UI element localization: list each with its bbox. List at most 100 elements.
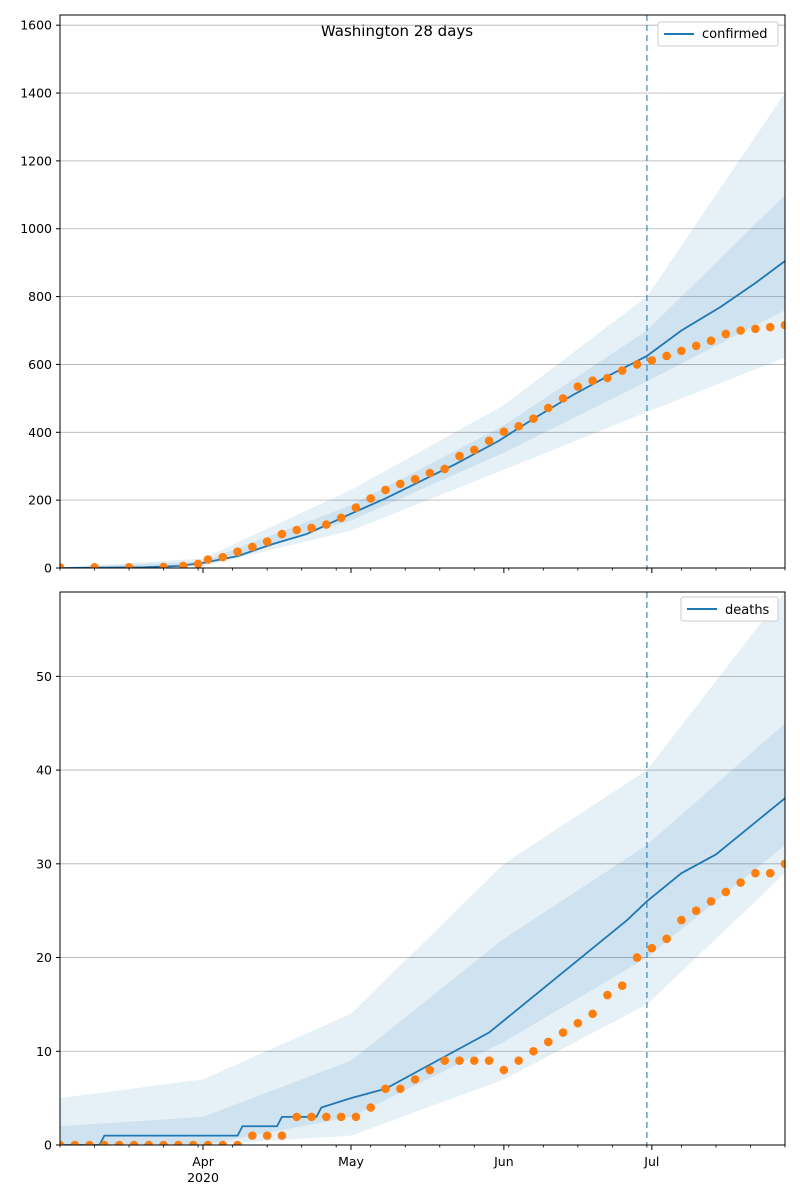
- y-tick-label: 50: [36, 669, 52, 684]
- y-tick-label: 1400: [20, 86, 52, 101]
- data-point: [277, 1131, 287, 1140]
- data-point: [721, 887, 731, 897]
- deaths-panel: 0 10 20 30 40 50 Apr May Jun Jul 2020 deaths: [36, 591, 786, 1185]
- data-point: [218, 1140, 228, 1145]
- data-point: [70, 1140, 80, 1145]
- data-point: [322, 1112, 331, 1122]
- y-tick-label: 40: [36, 763, 52, 778]
- data-point: [381, 1084, 390, 1094]
- data-point: [558, 1028, 568, 1037]
- data-point: [573, 1018, 583, 1028]
- confirmed-outer-band: [60, 93, 785, 568]
- data-point: [307, 523, 316, 533]
- y-tick-label: 400: [28, 425, 52, 440]
- y-tick-label: 800: [28, 289, 52, 304]
- data-point: [484, 436, 494, 446]
- data-point: [351, 1112, 361, 1122]
- legend-box: [657, 21, 779, 47]
- data-point: [677, 346, 686, 356]
- data-point: [440, 464, 449, 474]
- data-point: [514, 1056, 523, 1065]
- data-point: [381, 485, 390, 495]
- data-point: [248, 542, 257, 552]
- data-point: [90, 563, 99, 568]
- legend-label: deaths: [725, 603, 770, 618]
- x-tick-label: Jul: [643, 1154, 659, 1169]
- y-tick-label: 20: [36, 950, 52, 965]
- data-point: [193, 559, 203, 568]
- data-point: [233, 1140, 242, 1145]
- data-point: [262, 1131, 272, 1140]
- legend-deaths: deaths: [680, 596, 779, 622]
- data-point: [60, 563, 65, 568]
- data-point: [60, 1140, 65, 1145]
- data-point: [396, 479, 405, 489]
- legend-confirmed: confirmed: [657, 21, 779, 47]
- data-point: [706, 897, 716, 906]
- data-point: [617, 366, 627, 375]
- data-point: [543, 1037, 553, 1047]
- data-point: [277, 529, 287, 539]
- data-point: [765, 868, 775, 878]
- y-tick-label: 1000: [20, 221, 52, 236]
- data-point: [336, 1112, 346, 1122]
- data-point: [248, 1131, 257, 1140]
- data-point: [292, 1112, 302, 1122]
- data-point: [425, 1065, 435, 1075]
- y-tick-label: 600: [28, 357, 52, 372]
- data-point: [721, 329, 731, 339]
- deaths-inner-band: [60, 723, 785, 1145]
- data-point: [514, 421, 523, 431]
- data-point: [647, 943, 657, 953]
- data-point: [558, 394, 568, 403]
- axes-frame: [59, 14, 786, 569]
- data-point: [159, 1140, 168, 1145]
- data-point: [174, 1140, 183, 1145]
- data-point: [351, 503, 361, 512]
- data-point: [543, 403, 553, 413]
- confirmed-panel: Washington 28 days 0 200 400 600 800 1000 1200…: [20, 14, 786, 576]
- data-point: [632, 360, 642, 369]
- data-point: [292, 525, 302, 535]
- data-point: [529, 1046, 538, 1056]
- data-point: [114, 1140, 124, 1145]
- y-tick-label: 1200: [20, 153, 52, 168]
- y-tick-label: 0: [44, 561, 52, 576]
- chart-title: Washington 28 days: [321, 22, 473, 40]
- data-point: [706, 336, 716, 345]
- data-point: [179, 561, 188, 568]
- axes-frame: [59, 591, 786, 1146]
- data-point: [751, 324, 760, 334]
- x-tick-label: May: [338, 1154, 364, 1169]
- data-point: [440, 1056, 449, 1065]
- series-line-deaths: [60, 797, 785, 1145]
- data-point: [662, 351, 671, 361]
- data-point: [100, 1140, 109, 1145]
- y-tick-label: 30: [36, 856, 52, 871]
- data-point: [203, 555, 213, 564]
- data-point: [203, 1140, 213, 1145]
- data-point: [425, 468, 435, 478]
- data-point: [603, 990, 612, 1000]
- data-point: [307, 1112, 316, 1122]
- data-point: [366, 1103, 376, 1112]
- data-point: [233, 547, 242, 557]
- data-point: [603, 373, 612, 383]
- data-point: [484, 1056, 494, 1065]
- data-point: [410, 1075, 420, 1084]
- data-point: [588, 1009, 597, 1019]
- data-point: [336, 513, 346, 523]
- data-point: [455, 1056, 464, 1065]
- data-point: [662, 934, 671, 944]
- data-point: [677, 915, 686, 925]
- data-point: [647, 356, 657, 365]
- data-point: [469, 1056, 479, 1065]
- data-point: [751, 868, 760, 878]
- data-point: [159, 562, 168, 568]
- data-point: [736, 326, 745, 335]
- data-point: [617, 981, 627, 990]
- data-point: [691, 906, 701, 915]
- data-point: [455, 451, 464, 461]
